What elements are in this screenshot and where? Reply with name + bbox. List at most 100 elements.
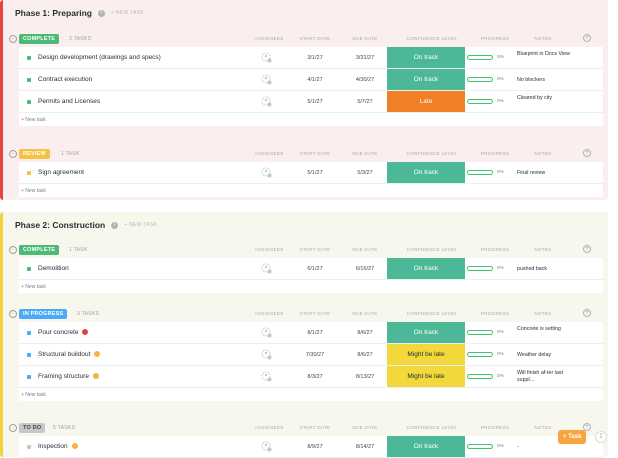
confidence-cell[interactable]: On track — [387, 162, 465, 183]
col-start-date[interactable]: START DATE — [299, 247, 331, 252]
due-date[interactable]: 3/31/27 — [355, 55, 375, 61]
task-name[interactable]: Contract execution — [38, 76, 93, 83]
add-task-link[interactable]: + New task — [21, 117, 46, 123]
phase-title[interactable]: Phase 1: Preparing — [15, 8, 93, 18]
apps-grid-icon[interactable]: ⁞⁞ — [595, 431, 607, 443]
phase-title[interactable]: Phase 2: Construction — [15, 220, 106, 230]
status-square[interactable] — [27, 171, 31, 175]
status-square[interactable] — [27, 78, 31, 82]
assignee-icon[interactable] — [261, 167, 272, 178]
assignee-icon[interactable] — [261, 74, 272, 85]
task-name[interactable]: Demolition — [38, 265, 69, 272]
confidence-cell[interactable]: On track — [387, 47, 465, 68]
col-start-date[interactable]: START DATE — [299, 36, 331, 41]
status-badge-in-progress[interactable]: IN PROGRESS — [19, 309, 68, 319]
due-date[interactable]: 6/16/27 — [355, 266, 375, 272]
info-icon[interactable]: i — [111, 221, 119, 229]
notes-cell[interactable]: Concrete is setting — [517, 326, 561, 332]
table-row[interactable]: Permits and Licenses 5/1/27 5/7/27 Late … — [19, 91, 603, 113]
due-date[interactable]: 8/6/27 — [357, 330, 373, 336]
status-square[interactable] — [27, 267, 31, 271]
notes-cell[interactable]: No blockers — [517, 77, 545, 83]
add-column-icon[interactable]: + — [583, 149, 591, 157]
col-due-date[interactable]: DUE DATE — [352, 247, 378, 252]
due-date[interactable]: 8/14/27 — [355, 444, 375, 450]
col-start-date[interactable]: START DATE — [299, 311, 331, 316]
status-square[interactable] — [27, 445, 31, 449]
col-due-date[interactable]: DUE DATE — [352, 425, 378, 430]
confidence-cell[interactable]: On track — [387, 258, 465, 279]
start-date[interactable]: 8/3/27 — [307, 374, 323, 380]
assignee-icon[interactable] — [261, 96, 272, 107]
notes-cell[interactable]: Weather delay — [517, 352, 552, 358]
start-date[interactable]: 5/1/27 — [307, 99, 323, 105]
start-date[interactable]: 7/30/27 — [305, 352, 325, 358]
confidence-cell[interactable]: Might be late — [387, 366, 465, 387]
add-column-icon[interactable]: + — [583, 245, 591, 253]
col-notes[interactable]: NOTES — [534, 425, 552, 430]
assignee-icon[interactable] — [261, 263, 272, 274]
task-name-text[interactable]: Pour concrete — [38, 329, 79, 336]
table-row[interactable]: Demolition 6/1/27 6/16/27 On track 0% pu… — [19, 258, 603, 280]
table-row[interactable]: Pour concrete 8/1/27 8/6/27 On track 0% … — [19, 322, 603, 344]
assignee-icon[interactable] — [261, 52, 272, 63]
task-name[interactable]: Framing structure — [38, 373, 99, 380]
notes-cell[interactable]: Will finish af-ter last suppl... — [517, 370, 563, 383]
start-date[interactable]: 8/1/27 — [307, 330, 323, 336]
confidence-cell[interactable]: Might be late — [387, 344, 465, 365]
due-date[interactable]: 5/7/27 — [357, 99, 373, 105]
col-assignees[interactable]: ASSIGNEES — [254, 247, 284, 252]
col-confidence[interactable]: CONFIDENCE LEVEL — [406, 247, 458, 252]
col-progress[interactable]: PROGRESS — [480, 425, 510, 430]
collapse-icon[interactable]: - — [9, 310, 17, 318]
status-square[interactable] — [27, 331, 31, 335]
table-row[interactable]: Sign agreement 5/1/27 5/3/27 On track 0%… — [19, 162, 603, 184]
col-notes[interactable]: NOTES — [534, 151, 552, 156]
add-column-icon[interactable]: + — [583, 309, 591, 317]
status-badge-complete[interactable]: COMPLETE — [19, 34, 60, 44]
add-column-icon[interactable]: + — [583, 34, 591, 42]
status-square[interactable] — [27, 56, 31, 60]
table-row[interactable]: Design development (drawings and specs) … — [19, 47, 603, 69]
collapse-icon[interactable]: - — [9, 424, 17, 432]
col-start-date[interactable]: START DATE — [299, 425, 331, 430]
col-progress[interactable]: PROGRESS — [480, 36, 510, 41]
start-date[interactable]: 5/1/27 — [307, 170, 323, 176]
confidence-cell[interactable]: Late — [387, 91, 465, 112]
col-assignees[interactable]: ASSIGNEES — [254, 425, 284, 430]
warning-icon[interactable] — [92, 373, 99, 379]
col-progress[interactable]: PROGRESS — [480, 151, 510, 156]
warning-icon[interactable] — [94, 351, 101, 357]
col-progress[interactable]: PROGRESS — [480, 247, 510, 252]
table-row[interactable]: Structural buildout 7/30/27 8/6/27 Might… — [19, 344, 603, 366]
add-column-icon[interactable]: + — [583, 423, 591, 431]
due-date[interactable]: 5/3/27 — [357, 170, 373, 176]
task-name[interactable]: Pour concrete — [38, 329, 89, 336]
add-task-link[interactable]: + New task — [21, 392, 46, 398]
table-row[interactable]: Inspection 8/9/27 8/14/27 On track 0% - — [19, 436, 603, 458]
col-progress[interactable]: PROGRESS — [480, 311, 510, 316]
task-name[interactable]: Structural buildout — [38, 351, 101, 358]
task-name-text[interactable]: Structural buildout — [38, 351, 91, 358]
col-start-date[interactable]: START DATE — [299, 151, 331, 156]
col-confidence[interactable]: CONFIDENCE LEVEL — [406, 425, 458, 430]
info-icon[interactable]: i — [98, 9, 106, 17]
status-badge-complete[interactable]: COMPLETE — [19, 245, 60, 255]
new-task-link[interactable]: + NEW TASK — [124, 222, 158, 228]
collapse-icon[interactable]: - — [9, 35, 17, 43]
col-confidence[interactable]: CONFIDENCE LEVEL — [406, 36, 458, 41]
start-date[interactable]: 3/1/27 — [307, 55, 323, 61]
blocked-icon[interactable] — [82, 329, 89, 335]
confidence-cell[interactable]: On track — [387, 322, 465, 343]
collapse-icon[interactable]: - — [9, 150, 17, 158]
assignee-icon[interactable] — [261, 327, 272, 338]
due-date[interactable]: 8/6/27 — [357, 352, 373, 358]
assignee-icon[interactable] — [261, 371, 272, 382]
col-assignees[interactable]: ASSIGNEES — [254, 151, 284, 156]
task-name[interactable]: Design development (drawings and specs) — [38, 54, 161, 61]
notes-cell[interactable]: Blueprint in Docs View — [517, 51, 570, 57]
status-square[interactable] — [27, 375, 31, 379]
start-date[interactable]: 4/1/27 — [307, 77, 323, 83]
notes-cell[interactable]: Cleared by city — [517, 95, 553, 101]
notes-cell[interactable]: - — [517, 444, 519, 450]
